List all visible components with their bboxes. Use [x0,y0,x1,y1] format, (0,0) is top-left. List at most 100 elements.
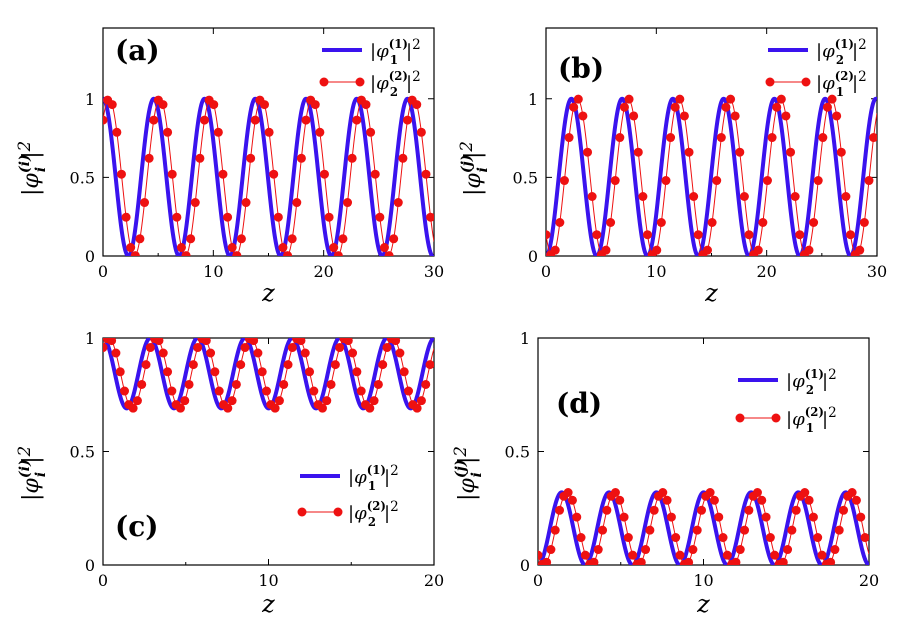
data-point [120,386,130,396]
data-point [702,245,712,255]
data-point [559,176,569,186]
data-point [378,360,388,370]
data-point [572,512,582,522]
series-2 [538,488,869,565]
data-point [813,176,823,186]
data-point [213,127,223,137]
data-point [223,212,233,222]
series-line [538,490,869,565]
data-point [305,367,315,377]
data-point [783,545,793,555]
x-axis-label: z [704,279,718,307]
data-point [158,348,168,358]
data-point [370,169,380,179]
data-point [563,488,573,498]
data-point [781,111,791,121]
data-point [382,343,392,353]
data-point [231,379,241,389]
data-point [279,379,289,389]
data-point [692,525,702,535]
data-point [787,525,797,535]
data-point [333,251,343,256]
x-tick-label: 10 [693,571,713,590]
data-point [250,115,260,125]
data-point [641,545,651,555]
legend-label: |φ(2) 1 |2 [816,69,867,99]
data-point [292,198,302,208]
legend-label: |φ(2) 1 |2 [786,405,837,435]
panel-label: (b) [558,52,604,85]
data-point [684,147,694,157]
data-point [671,533,681,543]
y-tick-label: 0.5 [70,443,95,462]
data-point [264,127,274,137]
data-point [592,230,602,240]
x-tick-label: 20 [313,262,333,281]
data-point [542,557,552,565]
data-point [319,169,329,179]
data-point [209,100,219,110]
data-point [822,102,832,112]
series-2 [103,95,434,256]
data-point [718,533,728,543]
legend-dot [319,77,329,87]
data-point [201,338,211,346]
data-point [167,169,177,179]
data-point [688,545,698,555]
data-point [326,379,336,389]
x-tick-label: 10 [258,571,278,590]
data-point [855,245,865,255]
data-point [860,533,869,543]
data-point [132,396,142,406]
y-axis-label-group: |φ(j)i|2 [457,141,491,196]
data-point [662,495,672,505]
data-point [593,545,603,555]
data-point [301,115,311,125]
data-point [578,111,588,121]
data-point [130,251,140,256]
x-axis-label: z [696,590,710,618]
data-point [693,230,703,240]
data-point [656,217,666,227]
data-point [188,360,198,370]
data-point [714,512,724,522]
data-point [638,191,648,201]
data-point [227,243,237,253]
data-point [287,234,297,244]
data-point [790,191,800,201]
data-point [776,94,786,104]
data-point [300,348,310,358]
data-point [180,396,190,406]
data-point [135,234,145,244]
data-point [744,230,754,240]
data-point [615,495,625,505]
data-point [190,198,200,208]
data-point [856,512,866,522]
data-point [832,111,842,121]
data-point [658,488,668,498]
x-tick-label: 30 [867,262,887,281]
data-point [589,557,599,565]
y-axis-label: |φ(i)i|2 [15,446,49,501]
data-point [361,100,371,110]
data-point [236,234,246,244]
series-1 [103,96,434,256]
panel-2: 0 10 20 30 0 0.5 1 z |φ(j)i|2 (b) |φ(1) 2 |2|φ(2) 1 |2 [457,27,887,307]
data-point [804,245,814,255]
data-point [569,102,579,112]
data-point [322,396,332,406]
data-point [716,133,726,143]
data-point [214,386,224,396]
data-point [257,367,267,377]
data-point [726,94,736,104]
data-point [666,133,676,143]
data-point [149,115,159,125]
data-point [795,230,805,240]
data-point [262,386,272,396]
data-point [670,102,680,112]
data-point [296,338,306,346]
data-point [186,234,196,244]
series-line [546,96,877,256]
data-point [705,488,715,498]
data-point [163,367,173,377]
